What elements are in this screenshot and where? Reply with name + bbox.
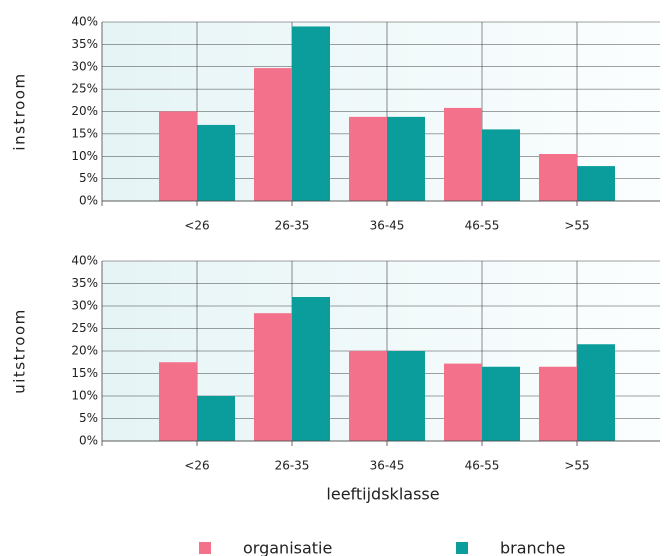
x-tick-label: >55 (564, 219, 589, 233)
y-tick-label: 0% (79, 194, 98, 208)
y-tick-label: 0% (79, 434, 98, 448)
x-tick-label: 46-55 (465, 459, 500, 473)
x-tick-label: <26 (184, 219, 209, 233)
bar (482, 129, 520, 201)
legend-swatch (199, 542, 211, 554)
x-tick-label: 26-35 (275, 459, 310, 473)
bar (254, 313, 292, 441)
y-tick-label: 15% (71, 126, 98, 140)
y-tick-label: 20% (71, 104, 98, 118)
legend-label: branche (500, 539, 565, 556)
bar (539, 154, 577, 201)
bar (539, 366, 577, 441)
bar (197, 124, 235, 201)
y-tick-label: 20% (71, 344, 98, 358)
y-tick-label: 5% (79, 171, 98, 185)
y-axis-label: uitstroom (11, 308, 29, 394)
bar (292, 26, 330, 201)
x-tick-label: <26 (184, 459, 209, 473)
legend-label: organisatie (243, 539, 332, 556)
x-tick-label: 26-35 (275, 219, 310, 233)
y-tick-label: 35% (71, 37, 98, 51)
y-tick-label: 25% (71, 321, 98, 335)
y-tick-label: 30% (71, 59, 98, 73)
bar (482, 366, 520, 441)
y-tick-label: 40% (71, 15, 98, 29)
bar (577, 344, 615, 441)
bar (159, 111, 197, 201)
y-tick-label: 25% (71, 82, 98, 96)
bar (197, 396, 235, 441)
x-axis-label: leeftijdsklasse (326, 485, 439, 504)
bar (159, 362, 197, 441)
y-axis-label: instroom (11, 72, 29, 150)
bar (387, 116, 425, 201)
y-tick-label: 10% (71, 149, 98, 163)
bar (444, 363, 482, 441)
bar (349, 116, 387, 201)
bar (254, 68, 292, 201)
y-tick-label: 15% (71, 366, 98, 380)
bar (577, 166, 615, 201)
y-tick-label: 10% (71, 389, 98, 403)
bar (292, 297, 330, 441)
x-tick-label: 46-55 (465, 219, 500, 233)
x-tick-label: >55 (564, 459, 589, 473)
y-tick-label: 35% (71, 276, 98, 290)
bar (349, 351, 387, 441)
y-tick-label: 40% (71, 254, 98, 268)
bar (387, 351, 425, 441)
legend-swatch (456, 542, 468, 554)
bar (444, 107, 482, 201)
y-tick-label: 30% (71, 299, 98, 313)
y-tick-label: 5% (79, 411, 98, 425)
x-tick-label: 36-45 (370, 459, 405, 473)
x-tick-label: 36-45 (370, 219, 405, 233)
